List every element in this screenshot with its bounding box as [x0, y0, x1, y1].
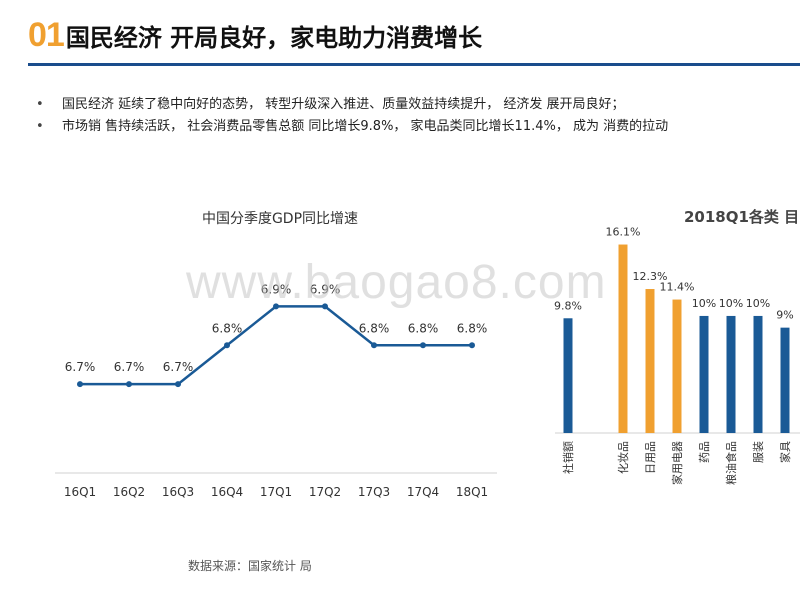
data-point [77, 381, 83, 388]
bullet-list: 国民经济 延续了稳中向好的态势， 转型升级深入推进、质量效益持续提升， 经济发 … [36, 94, 668, 138]
x-tick-label: 17Q1 [260, 485, 292, 499]
x-tick-label: 16Q1 [64, 485, 96, 499]
x-tick-label: 16Q2 [113, 485, 145, 499]
data-label: 6.7% [65, 360, 96, 374]
data-point [273, 303, 279, 310]
data-point [371, 342, 377, 349]
data-label: 6.9% [310, 282, 341, 296]
data-label: 9% [776, 309, 793, 322]
page-title: 国民经济 开局良好，家电助力消费增长 [65, 23, 483, 52]
watermark: www.baogao8.com [186, 256, 607, 309]
x-tick-label: 17Q3 [358, 485, 390, 499]
data-label: 16.1% [606, 226, 641, 239]
bullet-item: 市场销 售持续活跃， 社会消费品零售总额 同比增长9.8%， 家电品类同比增长1… [36, 116, 668, 138]
x-tick-label: 社销额 [561, 441, 575, 474]
data-point [175, 381, 181, 388]
x-tick-label: 服装 [752, 441, 765, 463]
data-point [126, 381, 132, 388]
x-tick-label: 家具 [778, 441, 792, 463]
x-tick-label: 16Q4 [211, 485, 243, 499]
x-tick-label: 16Q3 [162, 485, 194, 499]
x-tick-label: 17Q4 [407, 485, 439, 499]
section-number: 01 [28, 15, 65, 54]
x-tick-label: 化妆品 [616, 441, 630, 474]
data-label: 9.8% [554, 299, 582, 312]
category-bar-chart: 2018Q1各类 目 9.8% 社销额 16.1% 化妆品 12.3% 日用品 11.4% 家… [554, 208, 800, 485]
data-point [322, 303, 328, 310]
data-point [224, 342, 230, 349]
data-label: 10% [719, 297, 743, 310]
data-label: 10% [692, 297, 716, 310]
bar [645, 289, 655, 433]
data-label: 6.7% [163, 360, 194, 374]
bar [726, 315, 736, 433]
data-label: 6.9% [261, 282, 292, 296]
bar [753, 315, 763, 433]
bullet-item: 国民经济 延续了稳中向好的态势， 转型升级深入推进、质量效益持续提升， 经济发 … [36, 94, 668, 116]
data-label: 6.8% [212, 321, 243, 335]
data-label: 10% [746, 297, 770, 310]
x-tick-label: 18Q1 [456, 485, 488, 499]
data-label: 6.8% [359, 321, 390, 335]
bar [563, 318, 573, 433]
bar [672, 299, 682, 433]
x-tick-label: 17Q2 [309, 485, 341, 499]
data-label: 6.8% [457, 321, 488, 335]
data-label: 12.3% [633, 270, 668, 283]
x-tick-label: 日用品 [644, 441, 657, 474]
title-bar: 01 国民经济 开局良好，家电助力消费增长 [28, 12, 482, 58]
chart-title: 中国分季度GDP同比增速 [202, 211, 358, 227]
data-label: 6.7% [114, 360, 145, 374]
gdp-line-chart: 中国分季度GDP同比增速 6.7% 16Q1 6.7% 16Q2 6.7% 16Q3 6.8… [55, 211, 497, 499]
data-point [469, 342, 475, 349]
bar [699, 315, 709, 433]
data-label: 11.4% [660, 281, 695, 294]
data-point [420, 342, 426, 349]
chart-title: 2018Q1各类 目 [684, 208, 799, 226]
data-label: 6.8% [408, 321, 439, 335]
x-tick-label: 家用电器 [670, 441, 684, 485]
x-tick-label: 药品 [698, 441, 711, 463]
x-tick-label: 粮油食品 [724, 441, 738, 485]
bar [780, 327, 790, 433]
source-note: 数据来源：国家统计 局 [188, 559, 312, 573]
bar [618, 244, 628, 433]
title-rule [28, 63, 800, 66]
